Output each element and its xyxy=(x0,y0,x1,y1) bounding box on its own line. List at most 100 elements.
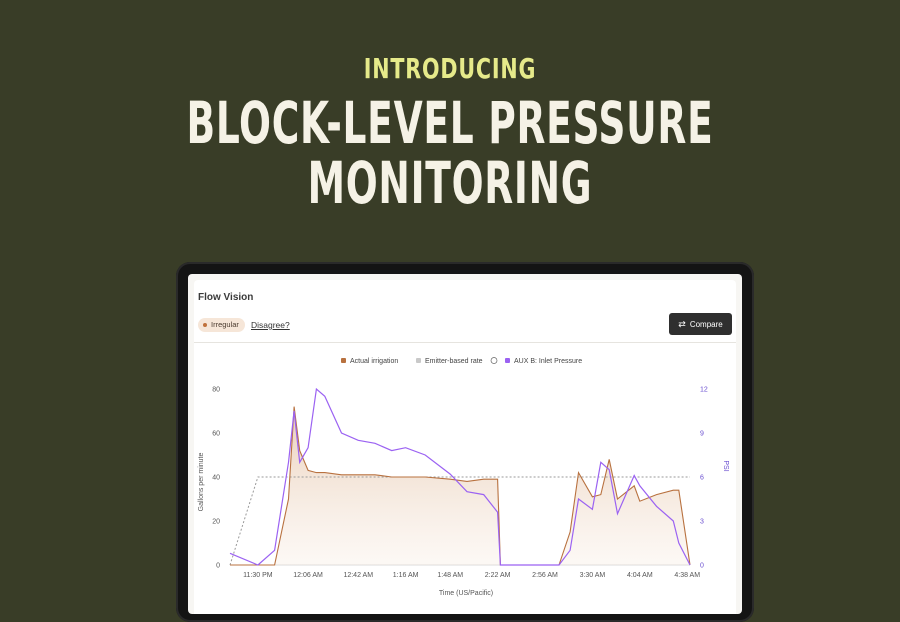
inlet-pressure-point xyxy=(672,520,674,522)
flow-chart: Actual irrigation Emitter-based rate AUX… xyxy=(198,357,729,597)
x-tick-label: 2:22 AM xyxy=(485,572,511,579)
actual-irrigation-point xyxy=(391,476,393,478)
legend-swatch-emitter xyxy=(416,358,421,363)
inlet-pressure-point xyxy=(639,485,641,487)
actual-irrigation-point xyxy=(639,500,641,502)
legend-label-actual: Actual irrigation xyxy=(350,358,398,365)
divider xyxy=(194,342,736,343)
inlet-pressure-point xyxy=(617,513,619,515)
actual-irrigation-point xyxy=(608,459,610,461)
inlet-pressure-point xyxy=(600,461,602,463)
inlet-pressure-point xyxy=(405,447,407,449)
card-title: Flow Vision xyxy=(198,292,254,303)
actual-irrigation-point xyxy=(324,472,326,474)
actual-irrigation-point xyxy=(569,531,571,533)
info-icon[interactable] xyxy=(490,357,498,364)
inlet-pressure-line xyxy=(229,387,691,566)
y2-axis-label: PSI xyxy=(722,460,729,471)
inlet-pressure-point xyxy=(324,395,326,397)
inlet-pressure-point xyxy=(466,491,468,493)
inlet-pressure-point xyxy=(299,461,301,463)
swap-arrows-icon: ⇄ xyxy=(678,318,686,329)
actual-irrigation-point xyxy=(293,406,295,408)
disagree-link[interactable]: Disagree? xyxy=(251,320,290,330)
inlet-pressure-point xyxy=(578,498,580,500)
actual-irrigation-point xyxy=(405,476,407,478)
inlet-pressure-point xyxy=(288,461,290,463)
inlet-pressure-point xyxy=(274,549,276,551)
legend-swatch-actual xyxy=(341,358,346,363)
inlet-pressure-point xyxy=(516,564,518,566)
status-badge: Irregular xyxy=(198,318,245,332)
inlet-pressure-point xyxy=(558,564,560,566)
y-tick-label: 0 xyxy=(216,563,220,570)
inlet-pressure-point xyxy=(608,469,610,471)
actual-irrigation-line xyxy=(230,406,691,566)
inlet-pressure-point xyxy=(391,450,393,452)
y-tick-label: 60 xyxy=(212,431,220,438)
actual-irrigation-point xyxy=(672,489,674,491)
status-dot-icon xyxy=(203,323,207,327)
inlet-pressure-point xyxy=(592,508,594,510)
inlet-pressure-point xyxy=(500,564,502,566)
inlet-pressure-point xyxy=(374,442,376,444)
inlet-pressure-point xyxy=(483,494,485,496)
x-tick-label: 3:30 AM xyxy=(580,572,606,579)
x-tick-label: 12:06 AM xyxy=(293,572,323,579)
x-tick-label: 1:48 AM xyxy=(437,572,463,579)
actual-irrigation-point xyxy=(633,485,635,487)
inlet-pressure-point xyxy=(449,473,451,475)
actual-irrigation-point xyxy=(678,489,680,491)
inlet-pressure-point xyxy=(307,447,309,449)
legend-swatch-pressure xyxy=(505,358,510,363)
x-axis-label: Time (US/Pacific) xyxy=(439,590,493,597)
inlet-pressure-point xyxy=(544,564,546,566)
legend-label-emitter: Emitter-based rate xyxy=(425,358,483,365)
actual-irrigation-point xyxy=(341,474,343,476)
tablet-screen: Flow Vision Irregular Disagree? ⇄ Compar… xyxy=(188,274,742,614)
y-tick-label: 40 xyxy=(212,475,220,482)
legend-label-pressure: AUX B: Inlet Pressure xyxy=(514,358,582,365)
actual-irrigation-point xyxy=(374,474,376,476)
inlet-pressure-point xyxy=(656,505,658,507)
y2-tick-label: 0 xyxy=(700,563,704,570)
y-axis-label: Gallons per minute xyxy=(198,453,205,512)
inlet-pressure-point xyxy=(497,511,499,513)
inlet-pressure-point xyxy=(293,410,295,412)
actual-irrigation-point xyxy=(578,472,580,474)
actual-irrigation-point xyxy=(466,481,468,483)
actual-irrigation-point xyxy=(600,494,602,496)
actual-irrigation-point xyxy=(274,564,276,566)
actual-irrigation-point xyxy=(316,472,318,474)
y2-tick-label: 12 xyxy=(700,387,708,394)
inlet-pressure-point xyxy=(341,432,343,434)
inlet-pressure-point xyxy=(689,564,691,566)
promo-kicker: INTRODUCING xyxy=(363,52,537,85)
x-tick-label: 4:38 AM xyxy=(674,572,700,579)
x-tick-label: 11:30 PM xyxy=(243,572,273,579)
actual-irrigation-point xyxy=(617,498,619,500)
actual-irrigation-area xyxy=(230,406,690,565)
x-tick-label: 12:42 AM xyxy=(343,572,373,579)
y2-tick-label: 9 xyxy=(700,431,704,438)
actual-irrigation-point xyxy=(288,498,290,500)
actual-irrigation-point xyxy=(307,470,309,472)
promo-title-line-2: MONITORING xyxy=(307,149,593,217)
inlet-pressure-point xyxy=(357,439,359,441)
status-badge-label: Irregular xyxy=(211,320,239,329)
chart-legend: Actual irrigation Emitter-based rate AUX… xyxy=(341,357,582,365)
actual-irrigation-point xyxy=(424,476,426,478)
actual-irrigation-point xyxy=(592,496,594,498)
actual-irrigation-point xyxy=(299,450,301,452)
actual-irrigation-point xyxy=(483,478,485,480)
actual-irrigation-point xyxy=(449,478,451,480)
emitter-rate-line xyxy=(229,476,690,566)
x-tick-label: 4:04 AM xyxy=(627,572,653,579)
inlet-pressure-point xyxy=(424,454,426,456)
inlet-pressure-point xyxy=(229,552,231,554)
promo-title-line-1: BLOCK-LEVEL PRESSURE xyxy=(186,89,714,157)
compare-button[interactable]: ⇄ Compare xyxy=(669,313,732,335)
inlet-pressure-point xyxy=(678,542,680,544)
inlet-pressure-point xyxy=(569,549,571,551)
x-tick-label: 2:56 AM xyxy=(532,572,558,579)
